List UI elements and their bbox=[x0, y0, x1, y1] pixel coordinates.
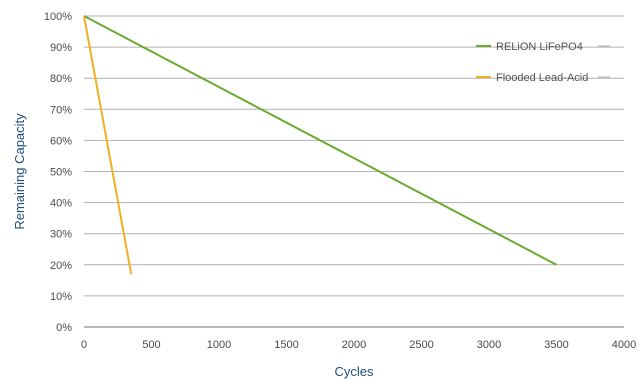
y-tick-label: 30% bbox=[50, 229, 72, 241]
y-axis-title: Remaining Capacity bbox=[12, 113, 27, 230]
y-tick-label: 0% bbox=[56, 322, 72, 334]
y-tick-label: 100% bbox=[44, 11, 72, 23]
x-tick-label: 4000 bbox=[612, 339, 636, 351]
series-line-lead-acid bbox=[83, 15, 133, 275]
x-axis-ticks: 0 500 1000 1500 2000 2500 3000 3500 4000 bbox=[81, 339, 636, 351]
series-lines bbox=[83, 15, 557, 275]
y-tick-label: 60% bbox=[50, 135, 72, 147]
x-tick-label: 0 bbox=[81, 339, 87, 351]
y-tick-label: 50% bbox=[50, 167, 72, 179]
y-tick-label: 20% bbox=[50, 260, 72, 272]
y-tick-label: 80% bbox=[50, 73, 72, 85]
legend-label: Flooded Lead-Acid bbox=[496, 72, 588, 84]
series-line-lifepo4 bbox=[83, 15, 557, 266]
legend-label: RELiON LiFePO4 bbox=[496, 41, 583, 53]
legend: RELiON LiFePO4 Flooded Lead-Acid bbox=[476, 41, 610, 84]
x-tick-label: 1000 bbox=[207, 339, 231, 351]
y-tick-label: 90% bbox=[50, 42, 72, 54]
x-axis-title: Cycles bbox=[334, 364, 374, 379]
x-tick-label: 1500 bbox=[274, 339, 298, 351]
gridlines bbox=[84, 15, 624, 328]
x-tick-label: 500 bbox=[142, 339, 160, 351]
y-axis-ticks: 0% 10% 20% 30% 40% 50% 60% 70% 80% 90% 100% bbox=[44, 11, 72, 334]
y-tick-label: 10% bbox=[50, 291, 72, 303]
x-tick-label: 2000 bbox=[342, 339, 366, 351]
x-tick-label: 3500 bbox=[544, 339, 568, 351]
y-tick-label: 70% bbox=[50, 104, 72, 116]
x-tick-label: 3000 bbox=[477, 339, 501, 351]
x-tick-label: 2500 bbox=[409, 339, 433, 351]
y-tick-label: 40% bbox=[50, 198, 72, 210]
